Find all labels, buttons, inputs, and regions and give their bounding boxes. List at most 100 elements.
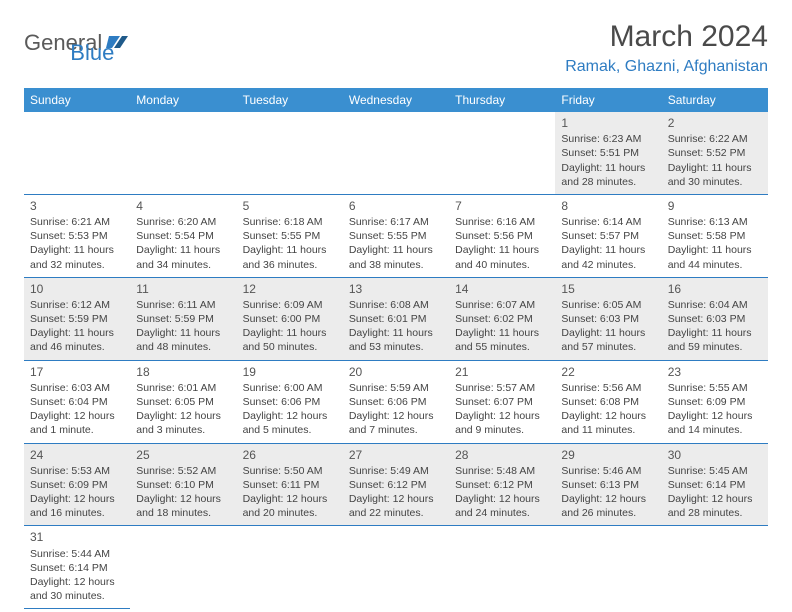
day-number: 14 (455, 281, 549, 297)
day-header: Saturday (662, 88, 768, 112)
day-number: 30 (668, 447, 762, 463)
calendar-table: Sunday Monday Tuesday Wednesday Thursday… (24, 88, 768, 609)
day-header: Thursday (449, 88, 555, 112)
sunrise-text: Sunrise: 5:59 AM (349, 381, 443, 395)
sunset-text: Sunset: 6:12 PM (349, 478, 443, 492)
day-number: 15 (561, 281, 655, 297)
sunrise-text: Sunrise: 6:22 AM (668, 132, 762, 146)
sunrise-text: Sunrise: 5:49 AM (349, 464, 443, 478)
day-cell: 16Sunrise: 6:04 AMSunset: 6:03 PMDayligh… (662, 277, 768, 360)
day-cell (237, 112, 343, 194)
daylight-text: Daylight: 12 hours and 1 minute. (30, 409, 124, 437)
sunset-text: Sunset: 5:59 PM (136, 312, 230, 326)
sunrise-text: Sunrise: 6:23 AM (561, 132, 655, 146)
sunset-text: Sunset: 6:06 PM (349, 395, 443, 409)
day-cell: 10Sunrise: 6:12 AMSunset: 5:59 PMDayligh… (24, 277, 130, 360)
sunrise-text: Sunrise: 5:45 AM (668, 464, 762, 478)
sunset-text: Sunset: 6:01 PM (349, 312, 443, 326)
sunset-text: Sunset: 5:51 PM (561, 146, 655, 160)
daylight-text: Daylight: 12 hours and 3 minutes. (136, 409, 230, 437)
day-header: Wednesday (343, 88, 449, 112)
sunrise-text: Sunrise: 6:00 AM (243, 381, 337, 395)
day-cell (343, 112, 449, 194)
sunrise-text: Sunrise: 5:50 AM (243, 464, 337, 478)
day-number: 19 (243, 364, 337, 380)
day-number: 17 (30, 364, 124, 380)
logo-text-blue: Blue (70, 40, 114, 65)
day-cell: 27Sunrise: 5:49 AMSunset: 6:12 PMDayligh… (343, 443, 449, 526)
day-number: 4 (136, 198, 230, 214)
sunrise-text: Sunrise: 5:56 AM (561, 381, 655, 395)
day-number: 9 (668, 198, 762, 214)
week-row: 31Sunrise: 5:44 AMSunset: 6:14 PMDayligh… (24, 526, 768, 609)
day-cell (555, 526, 661, 609)
week-row: 24Sunrise: 5:53 AMSunset: 6:09 PMDayligh… (24, 443, 768, 526)
sunrise-text: Sunrise: 5:44 AM (30, 547, 124, 561)
sunrise-text: Sunrise: 5:46 AM (561, 464, 655, 478)
sunrise-text: Sunrise: 6:01 AM (136, 381, 230, 395)
sunrise-text: Sunrise: 5:55 AM (668, 381, 762, 395)
day-number: 28 (455, 447, 549, 463)
daylight-text: Daylight: 12 hours and 16 minutes. (30, 492, 124, 520)
month-title: March 2024 (565, 20, 768, 54)
sunset-text: Sunset: 6:03 PM (561, 312, 655, 326)
daylight-text: Daylight: 12 hours and 11 minutes. (561, 409, 655, 437)
daylight-text: Daylight: 12 hours and 26 minutes. (561, 492, 655, 520)
day-cell: 17Sunrise: 6:03 AMSunset: 6:04 PMDayligh… (24, 360, 130, 443)
daylight-text: Daylight: 11 hours and 50 minutes. (243, 326, 337, 354)
sunrise-text: Sunrise: 6:08 AM (349, 298, 443, 312)
sunset-text: Sunset: 6:07 PM (455, 395, 549, 409)
day-cell: 5Sunrise: 6:18 AMSunset: 5:55 PMDaylight… (237, 194, 343, 277)
day-cell: 11Sunrise: 6:11 AMSunset: 5:59 PMDayligh… (130, 277, 236, 360)
sunset-text: Sunset: 6:12 PM (455, 478, 549, 492)
sunset-text: Sunset: 6:09 PM (668, 395, 762, 409)
sunset-text: Sunset: 6:09 PM (30, 478, 124, 492)
day-number: 5 (243, 198, 337, 214)
day-header: Sunday (24, 88, 130, 112)
day-cell: 20Sunrise: 5:59 AMSunset: 6:06 PMDayligh… (343, 360, 449, 443)
daylight-text: Daylight: 11 hours and 28 minutes. (561, 161, 655, 189)
daylight-text: Daylight: 11 hours and 30 minutes. (668, 161, 762, 189)
sunset-text: Sunset: 6:13 PM (561, 478, 655, 492)
day-cell (24, 112, 130, 194)
sunrise-text: Sunrise: 6:07 AM (455, 298, 549, 312)
sunset-text: Sunset: 6:04 PM (30, 395, 124, 409)
sunset-text: Sunset: 5:52 PM (668, 146, 762, 160)
sunrise-text: Sunrise: 5:53 AM (30, 464, 124, 478)
daylight-text: Daylight: 11 hours and 59 minutes. (668, 326, 762, 354)
location: Ramak, Ghazni, Afghanistan (565, 58, 768, 76)
sunset-text: Sunset: 5:54 PM (136, 229, 230, 243)
day-number: 16 (668, 281, 762, 297)
day-header-row: Sunday Monday Tuesday Wednesday Thursday… (24, 88, 768, 112)
day-cell: 1Sunrise: 6:23 AMSunset: 5:51 PMDaylight… (555, 112, 661, 194)
day-cell: 24Sunrise: 5:53 AMSunset: 6:09 PMDayligh… (24, 443, 130, 526)
week-row: 1Sunrise: 6:23 AMSunset: 5:51 PMDaylight… (24, 112, 768, 194)
daylight-text: Daylight: 11 hours and 32 minutes. (30, 243, 124, 271)
day-cell: 18Sunrise: 6:01 AMSunset: 6:05 PMDayligh… (130, 360, 236, 443)
day-cell: 9Sunrise: 6:13 AMSunset: 5:58 PMDaylight… (662, 194, 768, 277)
day-number: 27 (349, 447, 443, 463)
sunset-text: Sunset: 6:14 PM (30, 561, 124, 575)
day-number: 26 (243, 447, 337, 463)
sunrise-text: Sunrise: 5:52 AM (136, 464, 230, 478)
week-row: 10Sunrise: 6:12 AMSunset: 5:59 PMDayligh… (24, 277, 768, 360)
day-number: 12 (243, 281, 337, 297)
day-cell: 7Sunrise: 6:16 AMSunset: 5:56 PMDaylight… (449, 194, 555, 277)
sunset-text: Sunset: 6:10 PM (136, 478, 230, 492)
sunrise-text: Sunrise: 6:05 AM (561, 298, 655, 312)
sunset-text: Sunset: 6:14 PM (668, 478, 762, 492)
day-cell (237, 526, 343, 609)
day-header: Tuesday (237, 88, 343, 112)
sunrise-text: Sunrise: 6:13 AM (668, 215, 762, 229)
day-number: 11 (136, 281, 230, 297)
sunrise-text: Sunrise: 6:20 AM (136, 215, 230, 229)
sunrise-text: Sunrise: 5:48 AM (455, 464, 549, 478)
sunset-text: Sunset: 6:11 PM (243, 478, 337, 492)
day-number: 29 (561, 447, 655, 463)
day-number: 2 (668, 115, 762, 131)
sunrise-text: Sunrise: 6:03 AM (30, 381, 124, 395)
daylight-text: Daylight: 11 hours and 48 minutes. (136, 326, 230, 354)
sunrise-text: Sunrise: 6:09 AM (243, 298, 337, 312)
daylight-text: Daylight: 11 hours and 40 minutes. (455, 243, 549, 271)
sunrise-text: Sunrise: 5:57 AM (455, 381, 549, 395)
